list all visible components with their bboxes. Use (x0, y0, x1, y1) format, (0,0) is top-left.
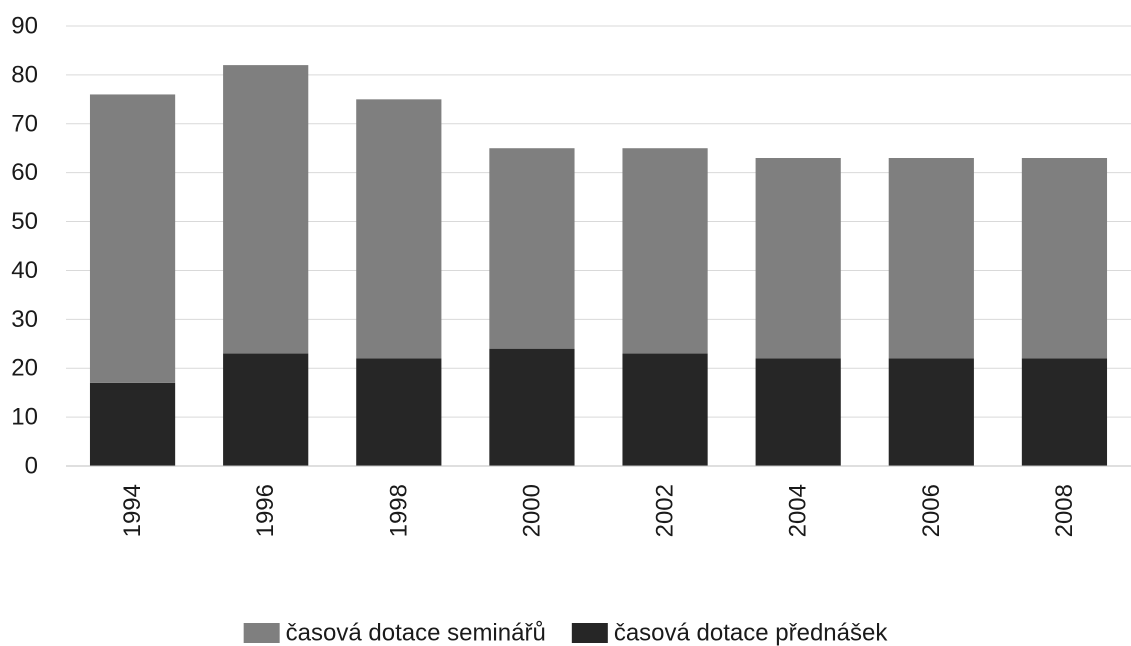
y-tick-label: 0 (25, 453, 38, 480)
bar-segment-prednasky-2004 (755, 358, 841, 466)
legend: časová dotace seminářů časová dotace před… (243, 620, 889, 646)
bar-segment-seminare-2000 (489, 148, 575, 349)
bar-segments (89, 65, 1108, 466)
x-axis-tick-labels: 1994 1996 1998 2000 2002 2004 2006 2008 (119, 484, 1078, 537)
bar-segment-seminare-1994 (89, 94, 176, 383)
x-tick-label: 1998 (385, 484, 412, 537)
x-tick-label: 1996 (252, 484, 279, 537)
bar-segment-prednasky-2008 (1021, 358, 1108, 466)
bar-segment-seminare-2002 (622, 148, 708, 354)
y-tick-label: 50 (11, 208, 38, 235)
x-tick-label: 2008 (1051, 484, 1078, 537)
bar-segment-prednasky-2006 (888, 358, 974, 466)
y-tick-label: 30 (11, 306, 38, 333)
x-tick-label: 2002 (652, 484, 679, 537)
x-tick-label: 2006 (918, 484, 945, 537)
bar-segment-seminare-2004 (755, 158, 841, 359)
legend-label: časová dotace seminářů (286, 620, 546, 646)
bar-segment-seminare-1998 (356, 99, 442, 359)
x-tick-label: 2000 (518, 484, 545, 537)
bar-segment-prednasky-1996 (223, 353, 309, 466)
y-tick-label: 60 (11, 159, 38, 186)
y-tick-label: 90 (11, 13, 38, 40)
bar-segment-seminare-2008 (1021, 158, 1108, 359)
bar-segment-seminare-1996 (223, 65, 309, 354)
bar-segment-seminare-2006 (888, 158, 974, 359)
bar-segment-prednasky-1998 (356, 358, 442, 466)
x-tick-label: 2004 (785, 484, 812, 537)
legend-label: časová dotace přednášek (614, 620, 889, 646)
y-tick-label: 10 (11, 404, 38, 431)
bar-segment-prednasky-2002 (622, 353, 708, 466)
y-tick-label: 70 (11, 110, 38, 137)
y-axis-tick-labels: 0 10 20 30 40 50 60 70 80 90 (11, 13, 38, 480)
y-tick-label: 80 (11, 61, 38, 88)
legend-swatch (571, 623, 608, 643)
x-tick-label: 1994 (119, 484, 146, 537)
bar-segment-prednasky-1994 (89, 382, 176, 466)
legend-swatch (243, 623, 280, 643)
bar-segment-prednasky-2000 (489, 348, 575, 466)
y-tick-label: 20 (11, 355, 38, 382)
y-tick-label: 40 (11, 257, 38, 284)
